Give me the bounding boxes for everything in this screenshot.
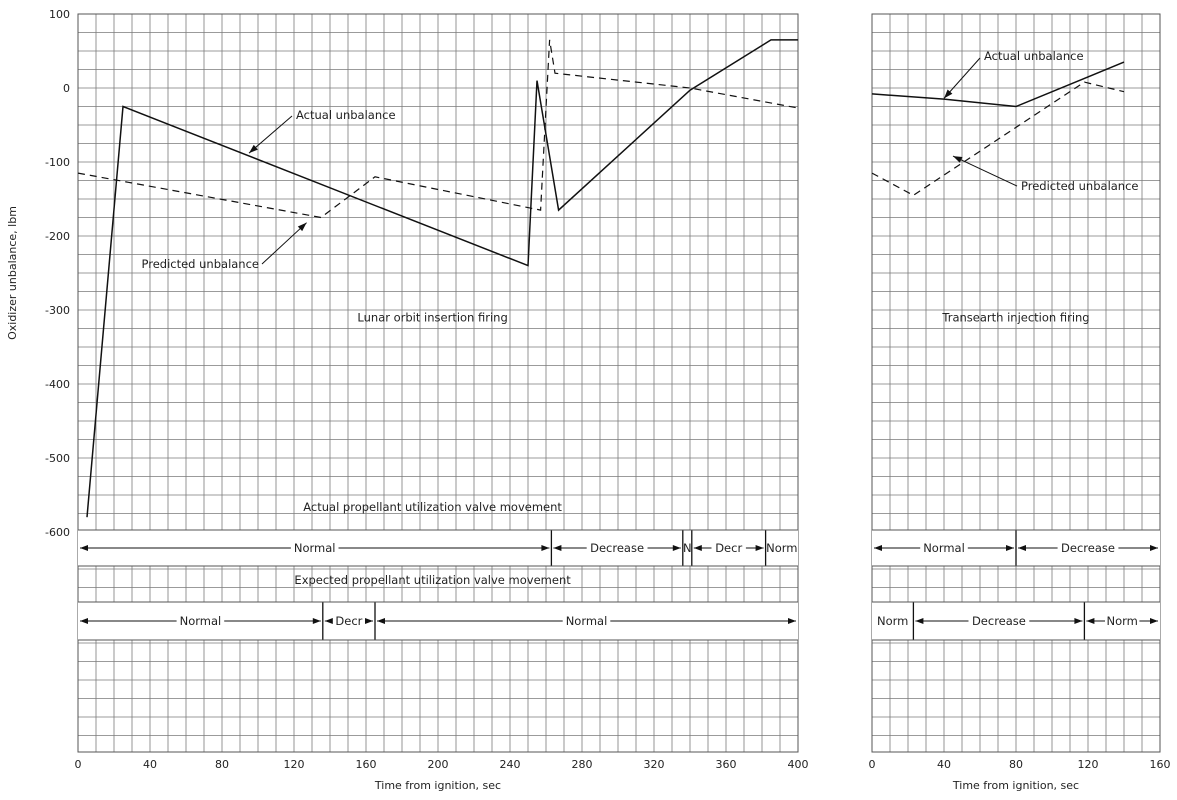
p1-annotation-arrowhead xyxy=(249,144,258,154)
p2-actual-unbalance-line xyxy=(871,61,1125,108)
p1-x-tick-label: 160 xyxy=(356,758,377,771)
p1-valve-band-title: Expected propellant utilization valve mo… xyxy=(294,573,571,587)
p2-valve-segment-arrowhead xyxy=(874,545,882,551)
p2-valve-segment-label: Decrease xyxy=(1061,541,1115,555)
p2-x-tick-label: 120 xyxy=(1078,758,1099,771)
p2-x-tick-label: 40 xyxy=(937,758,951,771)
p1-x-tick-label: 360 xyxy=(716,758,737,771)
p1-y-tick-label: 0 xyxy=(63,82,70,95)
p1-x-tick-label: 280 xyxy=(572,758,593,771)
p1-x-tick-label: 240 xyxy=(500,758,521,771)
p1-valve-segment-label: Normal xyxy=(566,614,608,628)
p2-x-tick-label: 160 xyxy=(1150,758,1171,771)
p1-annotation-leader xyxy=(248,115,293,154)
p1-valve-segment-arrowhead xyxy=(377,618,385,624)
p1-valve-segment-label: Norm xyxy=(766,541,797,555)
p2-x-tick-label: 0 xyxy=(869,758,876,771)
p2-valve-segment-label: Norm xyxy=(1107,614,1138,628)
p2-plot-frame xyxy=(871,13,1161,753)
p1-y-tick-label: -500 xyxy=(45,452,70,465)
p1-x-tick-label: 400 xyxy=(788,758,809,771)
p1-valve-segment-label: N xyxy=(683,541,692,555)
p1-valve-segment-arrowhead xyxy=(672,545,681,551)
p2-valve-segment-arrowhead xyxy=(1150,545,1158,551)
p1-y-axis-label: Oxidizer unbalance, lbm xyxy=(6,206,19,340)
series-layer xyxy=(77,39,1125,518)
p2-annotation-arrowhead xyxy=(944,89,953,99)
p1-valve-segment-arrowhead xyxy=(324,618,333,624)
p1-y-tick-label: -300 xyxy=(45,304,70,317)
p1-x-tick-label: 40 xyxy=(143,758,157,771)
p1-series-annotation: Actual unbalance xyxy=(296,108,396,122)
p2-panel-title: Transearth injection firing xyxy=(941,310,1089,324)
p1-annotation-arrowhead xyxy=(297,222,307,232)
p2-annotation-leader xyxy=(943,57,981,99)
p2-valve-segment-arrowhead xyxy=(1150,618,1158,624)
p2-valve-segment-arrowhead xyxy=(1086,618,1095,624)
p1-valve-segment-arrowhead xyxy=(541,545,550,551)
p1-y-tick-label: -100 xyxy=(45,156,70,169)
p1-valve-segment-label: Decrease xyxy=(590,541,644,555)
p1-valve-segment-arrowhead xyxy=(80,545,88,551)
valve-bands-layer: Normal Decrease N Decr Norm Normal Decr Normal N… xyxy=(78,529,1160,641)
p1-y-tick-label: -400 xyxy=(45,378,70,391)
p1-valve-segment-arrowhead xyxy=(80,618,88,624)
p2-annotation-arrowhead xyxy=(953,156,963,163)
p1-predicted-unbalance-line xyxy=(77,39,799,219)
p1-x-tick-label: 320 xyxy=(644,758,665,771)
p1-x-tick-label: 200 xyxy=(428,758,449,771)
p1-valve-segment-label: Decr xyxy=(335,614,362,628)
p1-y-tick-label: -600 xyxy=(45,526,70,539)
p1-valve-segment-label: Normal xyxy=(180,614,222,628)
p1-x-tick-label: 80 xyxy=(215,758,229,771)
p2-series-annotation: Actual unbalance xyxy=(984,49,1084,63)
p1-valve-band-title: Actual propellant utilization valve move… xyxy=(303,500,562,514)
p2-valve-segment-arrowhead xyxy=(1018,545,1026,551)
p2-valve-segment-label: Norm xyxy=(877,614,908,628)
p2-predicted-unbalance-line xyxy=(871,81,1125,196)
p1-valve-segment-arrowhead xyxy=(312,618,321,624)
p1-valve-segment-arrowhead xyxy=(553,545,562,551)
p2-x-tick-label: 80 xyxy=(1009,758,1023,771)
p2-x-axis-label: Time from ignition, sec xyxy=(952,779,1079,792)
p1-actual-unbalance-line xyxy=(86,39,798,518)
p1-valve-segment-label: Normal xyxy=(294,541,336,555)
p1-x-axis-label: Time from ignition, sec xyxy=(374,779,501,792)
p1-valve-segment-label: Decr xyxy=(715,541,742,555)
p1-valve-segment-arrowhead xyxy=(788,618,796,624)
p2-series-annotation: Predicted unbalance xyxy=(1021,179,1139,193)
p1-annotation-leader xyxy=(261,222,307,265)
p1-series-annotation: Predicted unbalance xyxy=(142,257,260,271)
p1-panel-title: Lunar orbit insertion firing xyxy=(357,310,507,324)
p1-valve-segment-arrowhead xyxy=(365,618,373,624)
p2-valve-segment-label: Normal xyxy=(923,541,965,555)
p2-valve-segment-arrowhead xyxy=(1074,618,1083,624)
p1-x-tick-label: 0 xyxy=(75,758,82,771)
p1-y-tick-label: 100 xyxy=(49,8,70,21)
p1-x-tick-label: 120 xyxy=(284,758,305,771)
p1-valve-segment-arrowhead xyxy=(693,545,702,551)
p2-valve-segment-arrowhead xyxy=(915,618,924,624)
p1-plot-frame xyxy=(77,13,799,753)
p1-y-tick-label: -200 xyxy=(45,230,70,243)
grid-layer xyxy=(77,13,1161,753)
p2-valve-segment-arrowhead xyxy=(1006,545,1014,551)
p2-annotation-leader xyxy=(952,155,1018,187)
p1-valve-segment-arrowhead xyxy=(755,545,764,551)
p2-valve-segment-label: Decrease xyxy=(972,614,1026,628)
